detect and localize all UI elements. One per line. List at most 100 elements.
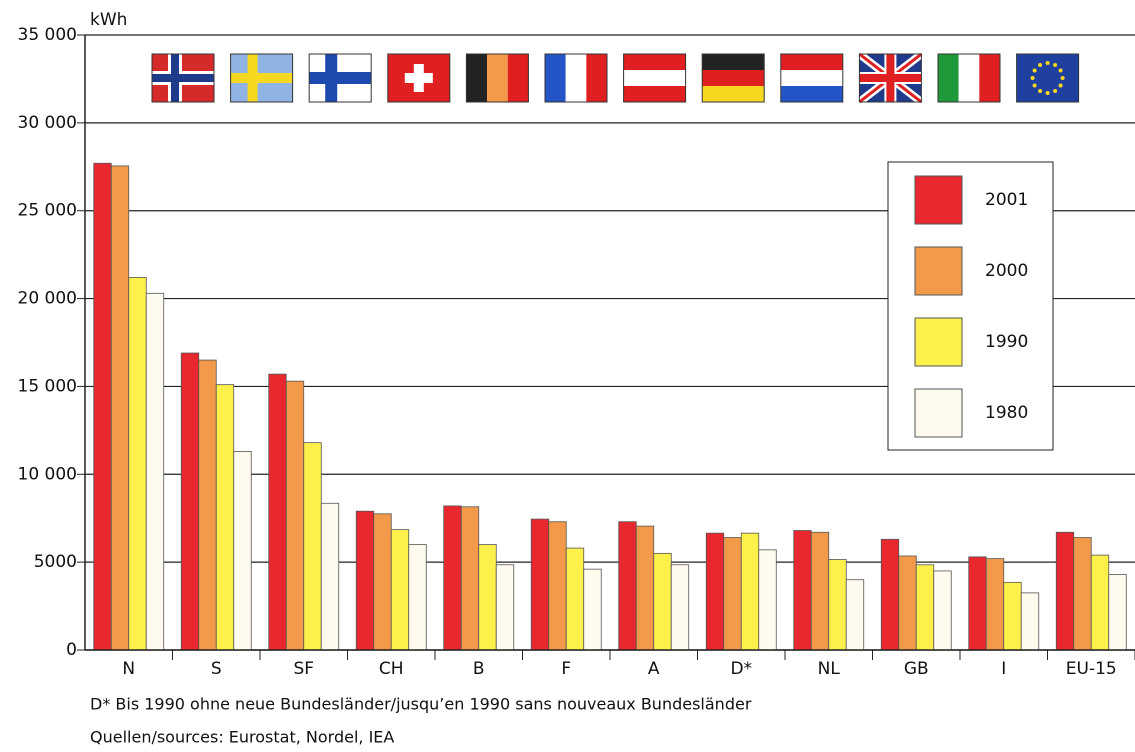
bar bbox=[723, 537, 742, 651]
y-tick-label: 10 000 bbox=[18, 464, 77, 484]
flag bbox=[544, 53, 608, 103]
bar bbox=[565, 547, 585, 651]
y-tick-label: 5000 bbox=[34, 552, 77, 572]
x-tick-label: S bbox=[211, 659, 222, 679]
bar bbox=[110, 165, 130, 651]
star bbox=[1038, 88, 1043, 93]
star bbox=[1053, 88, 1058, 93]
flag-stripe bbox=[702, 70, 765, 86]
bar bbox=[1073, 537, 1092, 651]
cross bbox=[152, 74, 214, 82]
bar bbox=[198, 359, 217, 651]
x-tick-label: NL bbox=[818, 659, 841, 679]
star bbox=[1045, 61, 1050, 65]
star bbox=[1030, 76, 1035, 80]
star bbox=[1058, 68, 1063, 73]
bar bbox=[303, 442, 322, 651]
star bbox=[1038, 63, 1043, 68]
star bbox=[1045, 91, 1050, 95]
flag bbox=[780, 53, 844, 103]
star bbox=[1053, 63, 1058, 68]
bar bbox=[618, 521, 637, 651]
flag-border bbox=[623, 53, 687, 103]
x-tick-label: SF bbox=[293, 659, 314, 679]
x-tick-label: F bbox=[561, 659, 571, 679]
bar bbox=[128, 277, 147, 651]
flag-stripe bbox=[938, 54, 959, 102]
flag-border bbox=[151, 53, 215, 103]
bar bbox=[1020, 592, 1040, 651]
flag bbox=[1016, 53, 1080, 103]
flag-stripe bbox=[545, 54, 566, 102]
cross bbox=[404, 73, 433, 83]
flag-stripe bbox=[780, 54, 843, 70]
bar bbox=[915, 564, 935, 651]
x-tick-label: A bbox=[648, 659, 660, 679]
flag-border bbox=[230, 53, 294, 103]
flag bbox=[856, 50, 924, 106]
y-tick-label: 35 000 bbox=[18, 25, 77, 45]
bar bbox=[233, 451, 252, 651]
flag-border bbox=[780, 53, 844, 103]
flag-stripe bbox=[507, 54, 529, 102]
bar bbox=[845, 579, 865, 651]
legend-label: 1990 bbox=[985, 332, 1028, 352]
bar bbox=[968, 556, 987, 651]
bar bbox=[355, 510, 375, 651]
flag-stripe bbox=[623, 70, 686, 86]
x-tick-label: I bbox=[1001, 659, 1006, 679]
bar bbox=[268, 373, 287, 651]
y-tick-label: 20 000 bbox=[18, 289, 77, 309]
flag-border bbox=[465, 53, 529, 103]
x-tick-label: B bbox=[473, 659, 485, 679]
flag bbox=[465, 53, 529, 103]
cross bbox=[309, 72, 372, 84]
cross bbox=[230, 73, 293, 83]
x-tick-label: GB bbox=[904, 659, 929, 679]
flag bbox=[937, 53, 1001, 103]
flag-border bbox=[544, 53, 608, 103]
bar bbox=[828, 559, 847, 651]
flag-stripe bbox=[702, 54, 765, 70]
star bbox=[1032, 68, 1037, 73]
bar bbox=[583, 568, 602, 651]
x-tick-label: N bbox=[122, 659, 135, 679]
bar bbox=[670, 564, 690, 651]
flag-stripe bbox=[623, 54, 686, 70]
flag-stripe bbox=[702, 86, 765, 102]
footnote: D* Bis 1990 ohne neue Bundesländer/jusqu… bbox=[90, 695, 752, 714]
flag-stripe bbox=[466, 54, 488, 102]
flag bbox=[151, 53, 215, 103]
flag-stripe bbox=[780, 70, 843, 86]
bar bbox=[810, 531, 830, 651]
bar bbox=[705, 532, 725, 651]
bar bbox=[320, 502, 340, 651]
bar bbox=[443, 505, 462, 651]
y-tick-label: 0 bbox=[66, 640, 77, 660]
flag bbox=[701, 53, 765, 103]
bar bbox=[933, 570, 952, 651]
bar bbox=[1090, 554, 1110, 651]
star bbox=[1032, 83, 1037, 88]
flag bbox=[387, 53, 451, 103]
legend-label: 1980 bbox=[985, 403, 1028, 423]
bar bbox=[373, 513, 392, 651]
flag-border bbox=[387, 53, 451, 103]
bar bbox=[180, 352, 200, 651]
flag-stripe bbox=[487, 54, 508, 102]
bar bbox=[758, 549, 777, 651]
bar bbox=[793, 530, 812, 651]
bar bbox=[145, 292, 165, 651]
flag-stripe bbox=[565, 54, 587, 102]
bar bbox=[530, 518, 550, 651]
flag-stripe bbox=[586, 54, 607, 102]
bar bbox=[215, 384, 235, 651]
bar bbox=[495, 564, 515, 651]
y-tick-label: 30 000 bbox=[18, 113, 77, 133]
flag-border bbox=[308, 53, 372, 103]
star bbox=[1058, 83, 1063, 88]
bar bbox=[1108, 574, 1127, 651]
y-tick-label: 15 000 bbox=[18, 376, 77, 396]
flag bbox=[623, 53, 687, 103]
